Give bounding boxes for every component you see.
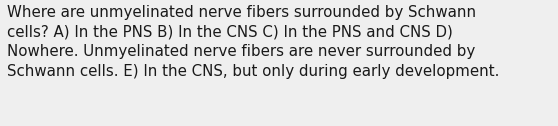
Text: Where are unmyelinated nerve fibers surrounded by Schwann
cells? A) In the PNS B: Where are unmyelinated nerve fibers surr… <box>7 5 499 79</box>
